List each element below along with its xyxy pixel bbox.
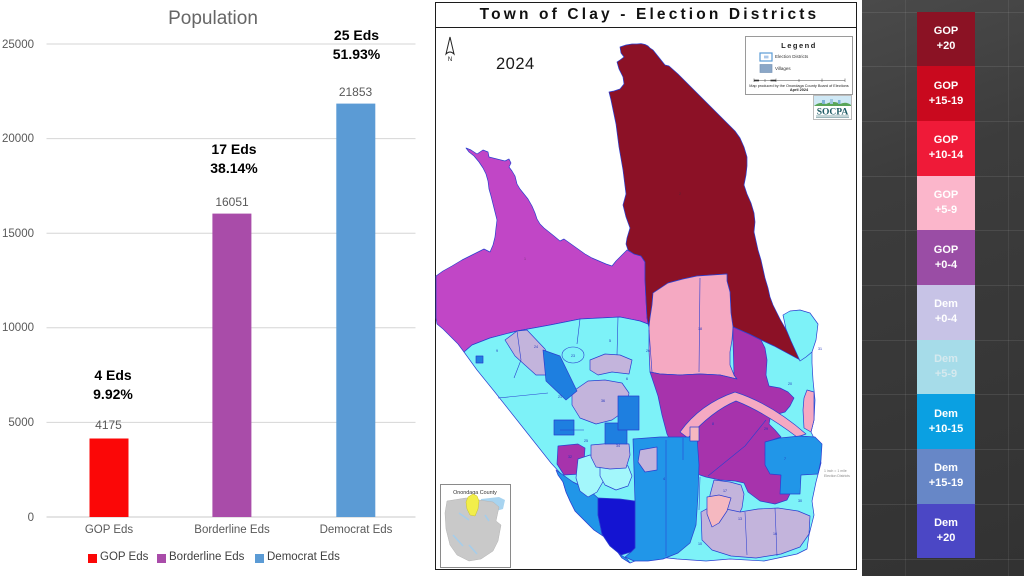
svg-text:Election Districts: Election Districts <box>824 474 850 478</box>
svg-text:17: 17 <box>723 489 727 493</box>
svg-text:30: 30 <box>798 499 802 503</box>
svg-text:9: 9 <box>496 349 498 353</box>
svg-text:23: 23 <box>571 354 575 358</box>
svg-text:21: 21 <box>558 395 562 399</box>
svg-text:1 inch = 1 mile: 1 inch = 1 mile <box>824 469 847 473</box>
svg-text:7: 7 <box>784 457 786 461</box>
svg-text:16: 16 <box>773 532 777 536</box>
svg-text:4: 4 <box>663 477 665 481</box>
svg-text:25: 25 <box>584 439 588 443</box>
svg-text:26: 26 <box>646 349 650 353</box>
svg-text:Onondaga County: Onondaga County <box>453 490 497 496</box>
svg-text:N: N <box>448 57 452 62</box>
svg-text:SOCPA: SOCPA <box>817 108 849 118</box>
svg-text:34: 34 <box>616 444 620 448</box>
svg-text:20: 20 <box>788 382 792 386</box>
svg-text:29: 29 <box>764 427 768 431</box>
svg-text:13: 13 <box>738 517 742 521</box>
svg-text:1: 1 <box>524 257 526 261</box>
svg-text:2: 2 <box>679 192 681 196</box>
svg-text:24: 24 <box>534 345 538 349</box>
svg-text:8: 8 <box>712 422 714 426</box>
svg-text:36: 36 <box>601 399 605 403</box>
svg-text:6: 6 <box>626 377 628 381</box>
svg-text:31: 31 <box>818 347 822 351</box>
svg-text:5: 5 <box>609 339 611 343</box>
svg-text:18: 18 <box>698 327 702 331</box>
svg-text:10: 10 <box>698 542 702 546</box>
svg-text:32: 32 <box>568 455 572 459</box>
